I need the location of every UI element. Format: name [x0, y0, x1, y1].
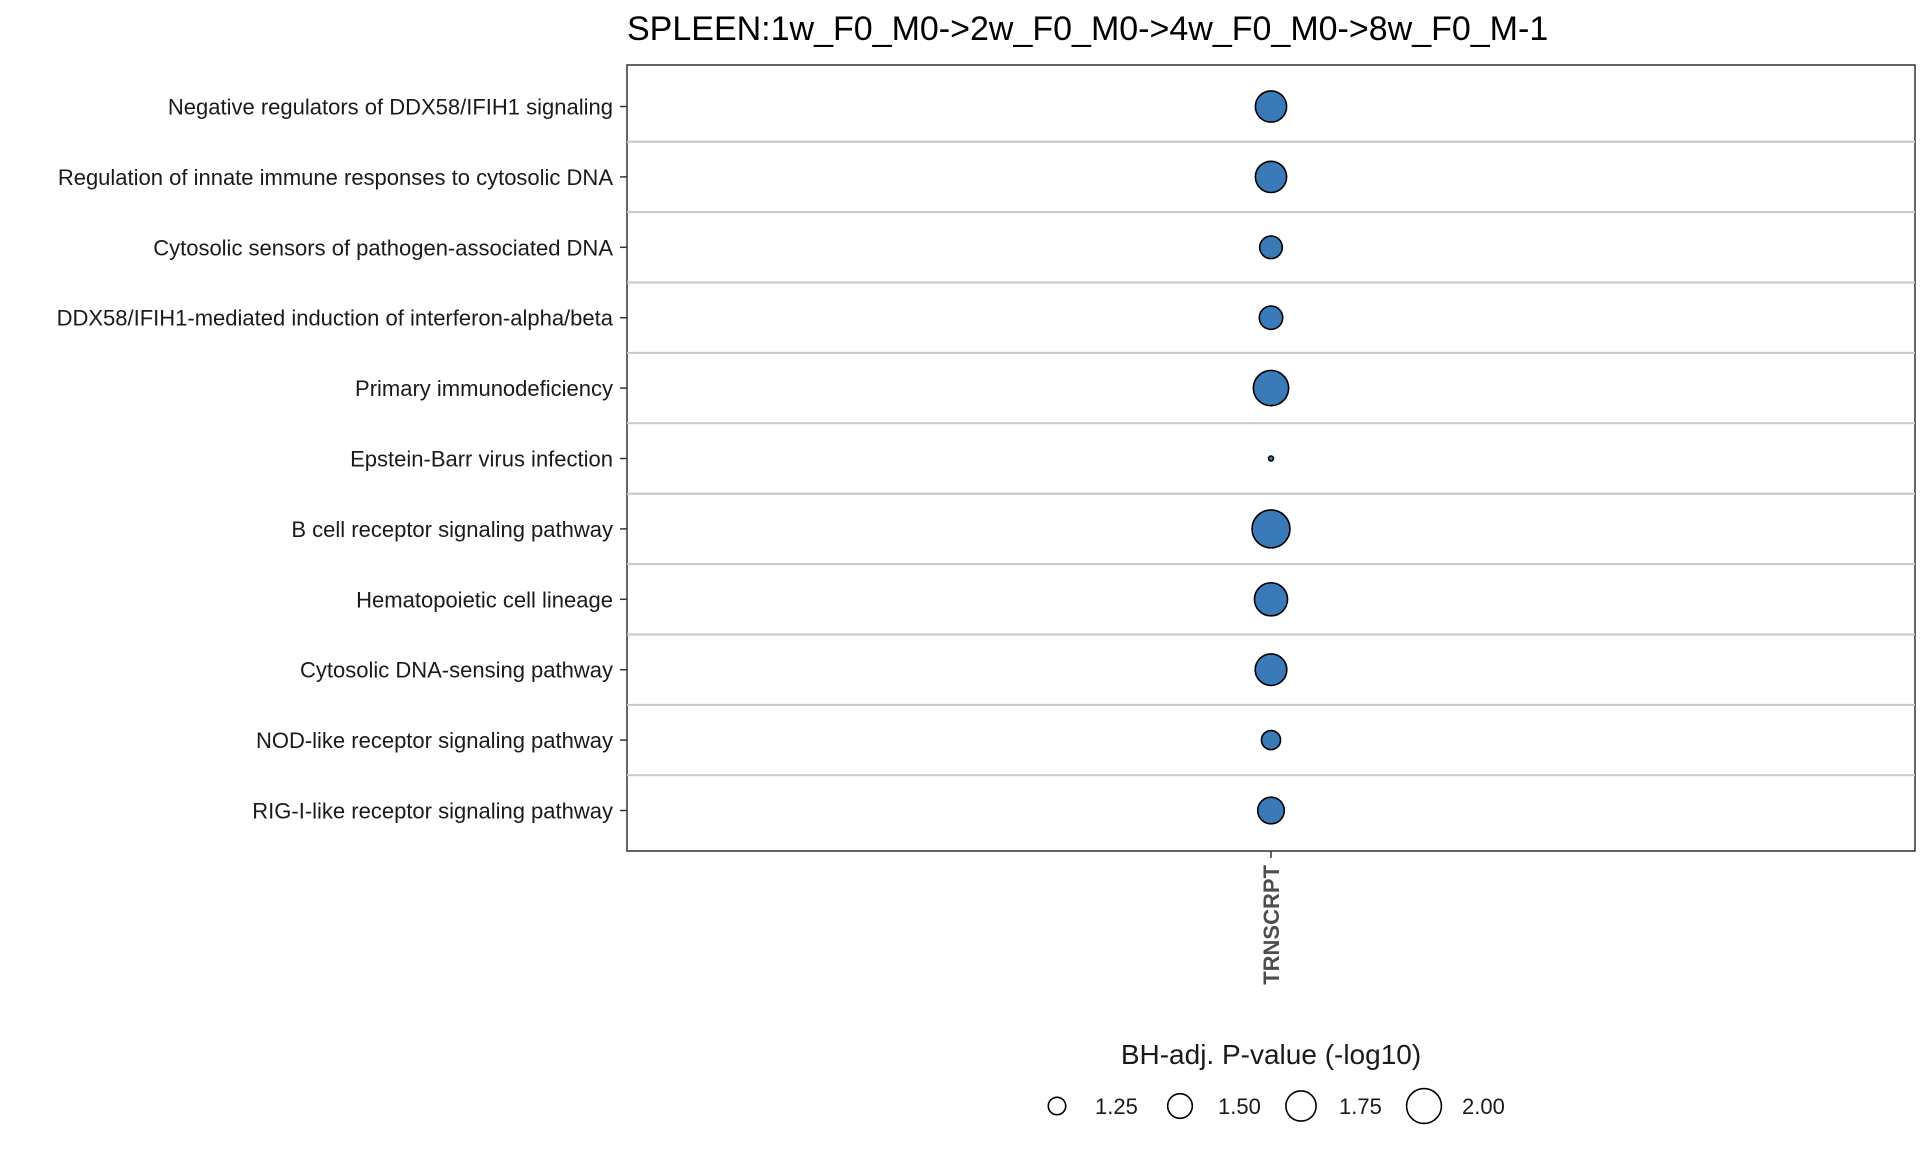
legend-label: 1.25 [1095, 1094, 1138, 1119]
y-tick-label: Cytosolic sensors of pathogen-associated… [153, 235, 613, 260]
x-axis: TRNSCRPT [1259, 851, 1284, 985]
data-point [1254, 653, 1288, 687]
y-axis: Negative regulators of DDX58/IFIH1 signa… [57, 95, 627, 824]
y-tick-label: Hematopoietic cell lineage [356, 587, 613, 612]
y-tick-label: Regulation of innate immune responses to… [58, 165, 613, 190]
data-point [1254, 90, 1288, 123]
legend-key [1047, 1096, 1067, 1116]
legend-label: 1.75 [1339, 1094, 1382, 1119]
data-point [1258, 305, 1284, 331]
y-tick-label: NOD-like receptor signaling pathway [256, 728, 613, 753]
y-tick-label: Negative regulators of DDX58/IFIH1 signa… [168, 95, 613, 120]
grid-lines [627, 140, 1915, 777]
legend-label: 2.00 [1462, 1094, 1505, 1119]
data-point [1260, 729, 1282, 751]
data-point [1256, 796, 1286, 825]
data-point [1252, 369, 1290, 407]
data-point [1251, 509, 1291, 549]
y-tick-label: B cell receptor signaling pathway [291, 517, 613, 542]
data-point [1258, 235, 1284, 260]
legend-title: BH-adj. P-value (-log10) [1121, 1039, 1421, 1070]
y-tick-label: Epstein-Barr virus infection [350, 447, 613, 472]
data-point [1254, 160, 1288, 194]
y-tick-label: Cytosolic DNA-sensing pathway [300, 658, 613, 683]
data-point [1253, 581, 1289, 617]
legend-key [1405, 1087, 1443, 1125]
size-legend: BH-adj. P-value (-log10) 1.25 1.50 1.75 2.0… [1047, 1039, 1505, 1125]
y-tick-label: RIG-I-like receptor signaling pathway [252, 799, 613, 824]
legend-key [1285, 1090, 1317, 1122]
data-points [1251, 90, 1291, 825]
data-point [1267, 455, 1275, 462]
legend-label: 1.50 [1218, 1094, 1261, 1119]
y-tick-label: DDX58/IFIH1-mediated induction of interf… [57, 306, 614, 331]
x-tick-label: TRNSCRPT [1259, 864, 1284, 984]
chart-title: SPLEEN:1w_F0_M0->2w_F0_M0->4w_F0_M0->8w_… [627, 10, 1548, 48]
y-tick-label: Primary immunodeficiency [355, 376, 613, 401]
legend-key [1166, 1092, 1194, 1120]
